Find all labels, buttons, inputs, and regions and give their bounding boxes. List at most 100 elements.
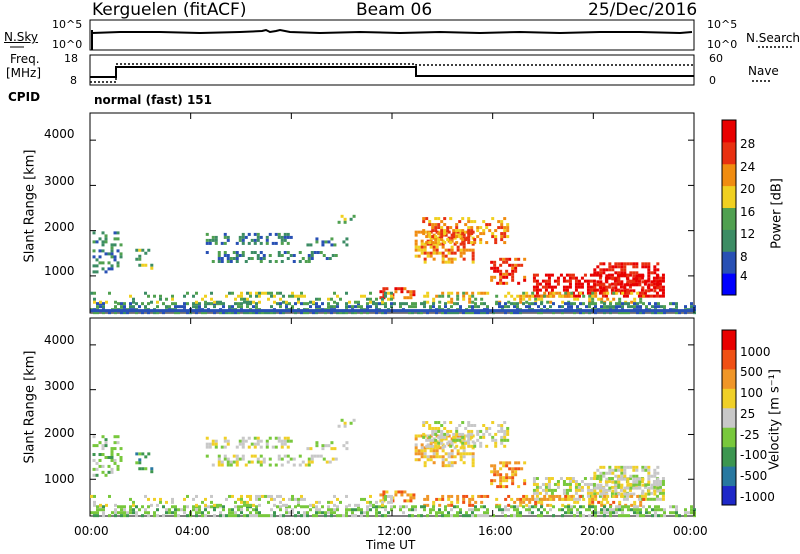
power-echo-cell [104,237,108,241]
power-echo-cell [579,302,582,306]
velocity-echo-cell [503,438,507,442]
power-echo-cell [432,242,436,246]
noise-panel-frame [89,19,695,51]
power-echo-cell [417,248,421,252]
velocity-echo-cell [635,477,639,481]
velocity-echo-cell [453,446,457,450]
velocity-echo-cell [291,511,294,515]
power-echo-cell [253,232,257,236]
velocity-echo-cell [516,511,519,515]
power-echo-cell [434,226,438,230]
velocity-echo-cell [643,494,647,498]
power-echo-cell [561,305,564,309]
velocity-echo-cell [646,497,650,501]
velocity-echo-cell [547,485,551,489]
velocity-echo-cell [334,457,338,461]
power-echo-cell [456,245,460,249]
velocity-echo-cell [294,505,297,509]
velocity-echo-cell [220,463,224,467]
power-echo-cell [438,233,442,237]
power-echo-cell [582,311,585,315]
velocity-echo-cell [297,503,300,507]
power-echo-cell [223,254,227,258]
power-echo-cell [450,251,454,255]
power-echo-cell [618,311,621,315]
velocity-echo-cell [513,505,516,509]
power-echo-cell [120,311,123,315]
velocity-echo-cell [437,444,441,448]
velocity-echo-cell [223,445,227,449]
velocity-echo-cell [568,488,572,492]
power-echo-cell [561,311,564,315]
velocity-echo-cell [507,508,510,512]
velocity-echo-cell [636,494,640,498]
power-echo-cell [98,237,102,241]
velocity-echo-cell [147,505,150,509]
power-echo-cell [593,289,597,293]
power-echo-cell [638,274,642,278]
nsky-tick-top: 10^5 [52,18,83,31]
power-echo-cell [384,302,387,306]
velocity-echo-cell [423,449,427,453]
velocity-echo-cell [400,493,404,497]
velocity-echo-cell [280,463,284,467]
velocity-echo-cell [626,480,630,484]
power-echo-cell [653,289,657,293]
power-echo-cell [110,243,114,247]
velocity-echo-cell [623,486,627,490]
velocity-echo-cell [259,454,263,458]
power-echo-cell [456,230,460,234]
power-echo-cell [471,311,474,315]
velocity-echo-cell [325,460,329,464]
velocity-echo-cell [614,465,618,469]
velocity-echo-cell [423,464,427,468]
velocity-echo-cell [474,505,477,509]
power-echo-cell [225,294,228,298]
power-echo-cell [291,294,294,298]
velocity-echo-cell [453,461,457,465]
velocity-echo-cell [503,421,507,425]
power-echo-cell [297,294,300,298]
velocity-echo-cell [579,514,582,518]
velocity-echo-cell [207,505,210,509]
velocity-echo-cell [528,508,531,512]
velocity-echo-cell [333,494,336,498]
power-echo-cell [301,257,305,261]
velocity-echo-cell [462,437,466,441]
velocity-echo-cell [599,465,603,469]
velocity-echo-cell [101,435,105,439]
velocity-echo-cell [225,497,228,501]
velocity-echo-cell [565,482,569,486]
velocity-echo-cell [620,483,624,487]
velocity-echo-cell [450,455,454,459]
power-echo-cell [249,311,252,315]
power-echo-cell [558,294,562,298]
power-echo-cell [183,302,186,306]
power-echo-cell [168,305,171,309]
power-echo-cell [192,294,195,298]
power-echo-cell [429,305,432,309]
power-echo-cell [564,291,568,295]
velocity-echo-cell [593,486,597,490]
velocity-echo-cell [602,474,606,478]
velocity-echo-cell [440,429,444,433]
power-echo-cell [468,311,471,315]
power-echo-cell [462,233,466,237]
velocity-echo-cell [360,508,363,512]
velocity-echo-cell [336,505,339,509]
velocity-echo-cell [532,477,536,481]
power-echo-cell [608,268,612,272]
velocity-echo-cell [656,483,660,487]
power-echo-cell [447,291,451,295]
velocity-echo-cell [211,442,215,446]
power-echo-cell [652,276,656,280]
colorbar-swatch [722,330,736,350]
power-echo-cell [504,311,507,315]
velocity-echo-cell [162,505,165,509]
velocity-echo-cell [632,483,636,487]
power-echo-cell [135,248,139,252]
power-echo-cell [624,302,627,306]
velocity-echo-cell [553,488,557,492]
power-echo-cell [237,311,240,315]
velocity-echo-cell [625,497,629,501]
